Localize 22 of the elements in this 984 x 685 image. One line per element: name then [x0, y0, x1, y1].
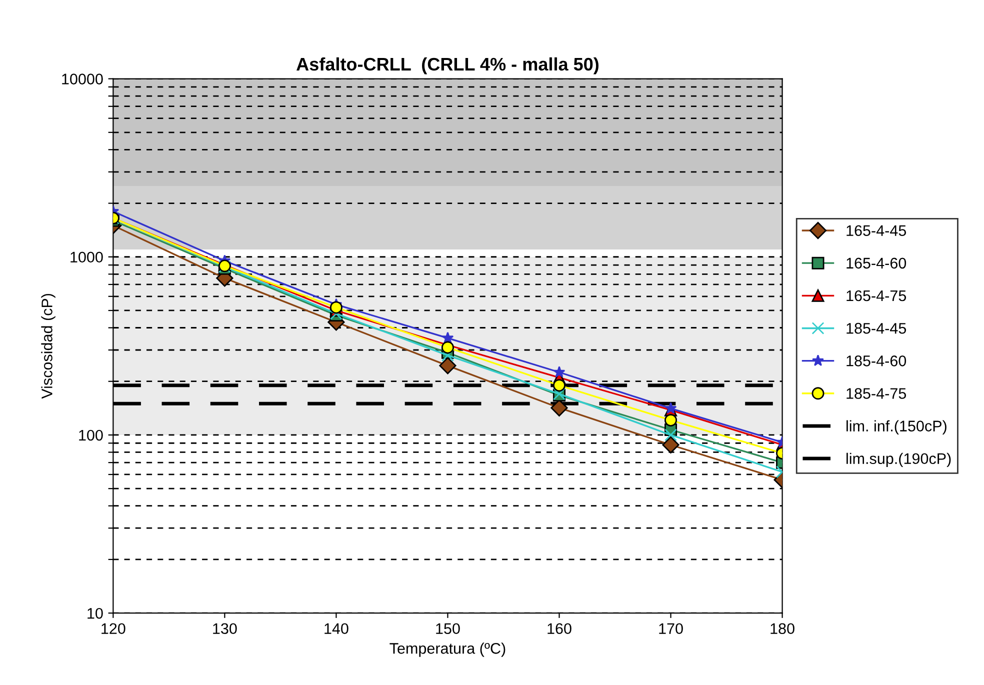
y-axis-title: Viscosidad (cP) — [41, 294, 56, 399]
x-tick-label: 150 — [436, 623, 460, 634]
chart-title: Asfalto-CRLL (CRLL 4% - malla 50) — [296, 57, 598, 74]
x-axis-title: Temperatura (ºC) — [390, 642, 506, 657]
legend-label: 185-4-60 — [846, 355, 906, 366]
legend-label: lim.sup.(190cP) — [846, 452, 951, 468]
y-tick-label: 100 — [79, 430, 103, 441]
legend-label: 165-4-45 — [846, 225, 906, 236]
x-tick-label: 140 — [324, 623, 348, 634]
x-tick-label: 170 — [659, 623, 683, 634]
legend-label: lim. inf.(150cP) — [846, 420, 946, 434]
legend-label: 185-4-75 — [846, 388, 906, 399]
legend-label: 165-4-75 — [846, 290, 906, 302]
legend-label: 185-4-45 — [846, 322, 906, 334]
x-tick-label: 160 — [548, 623, 572, 634]
x-tick-label: 120 — [102, 623, 126, 634]
y-tick-label: 10000 — [62, 74, 103, 84]
x-tick-label: 180 — [770, 623, 794, 634]
legend-label: 165-4-60 — [846, 258, 906, 269]
y-tick-label: 10 — [88, 608, 103, 619]
y-tick-label: 1000 — [70, 252, 103, 263]
x-tick-label: 130 — [213, 623, 237, 634]
